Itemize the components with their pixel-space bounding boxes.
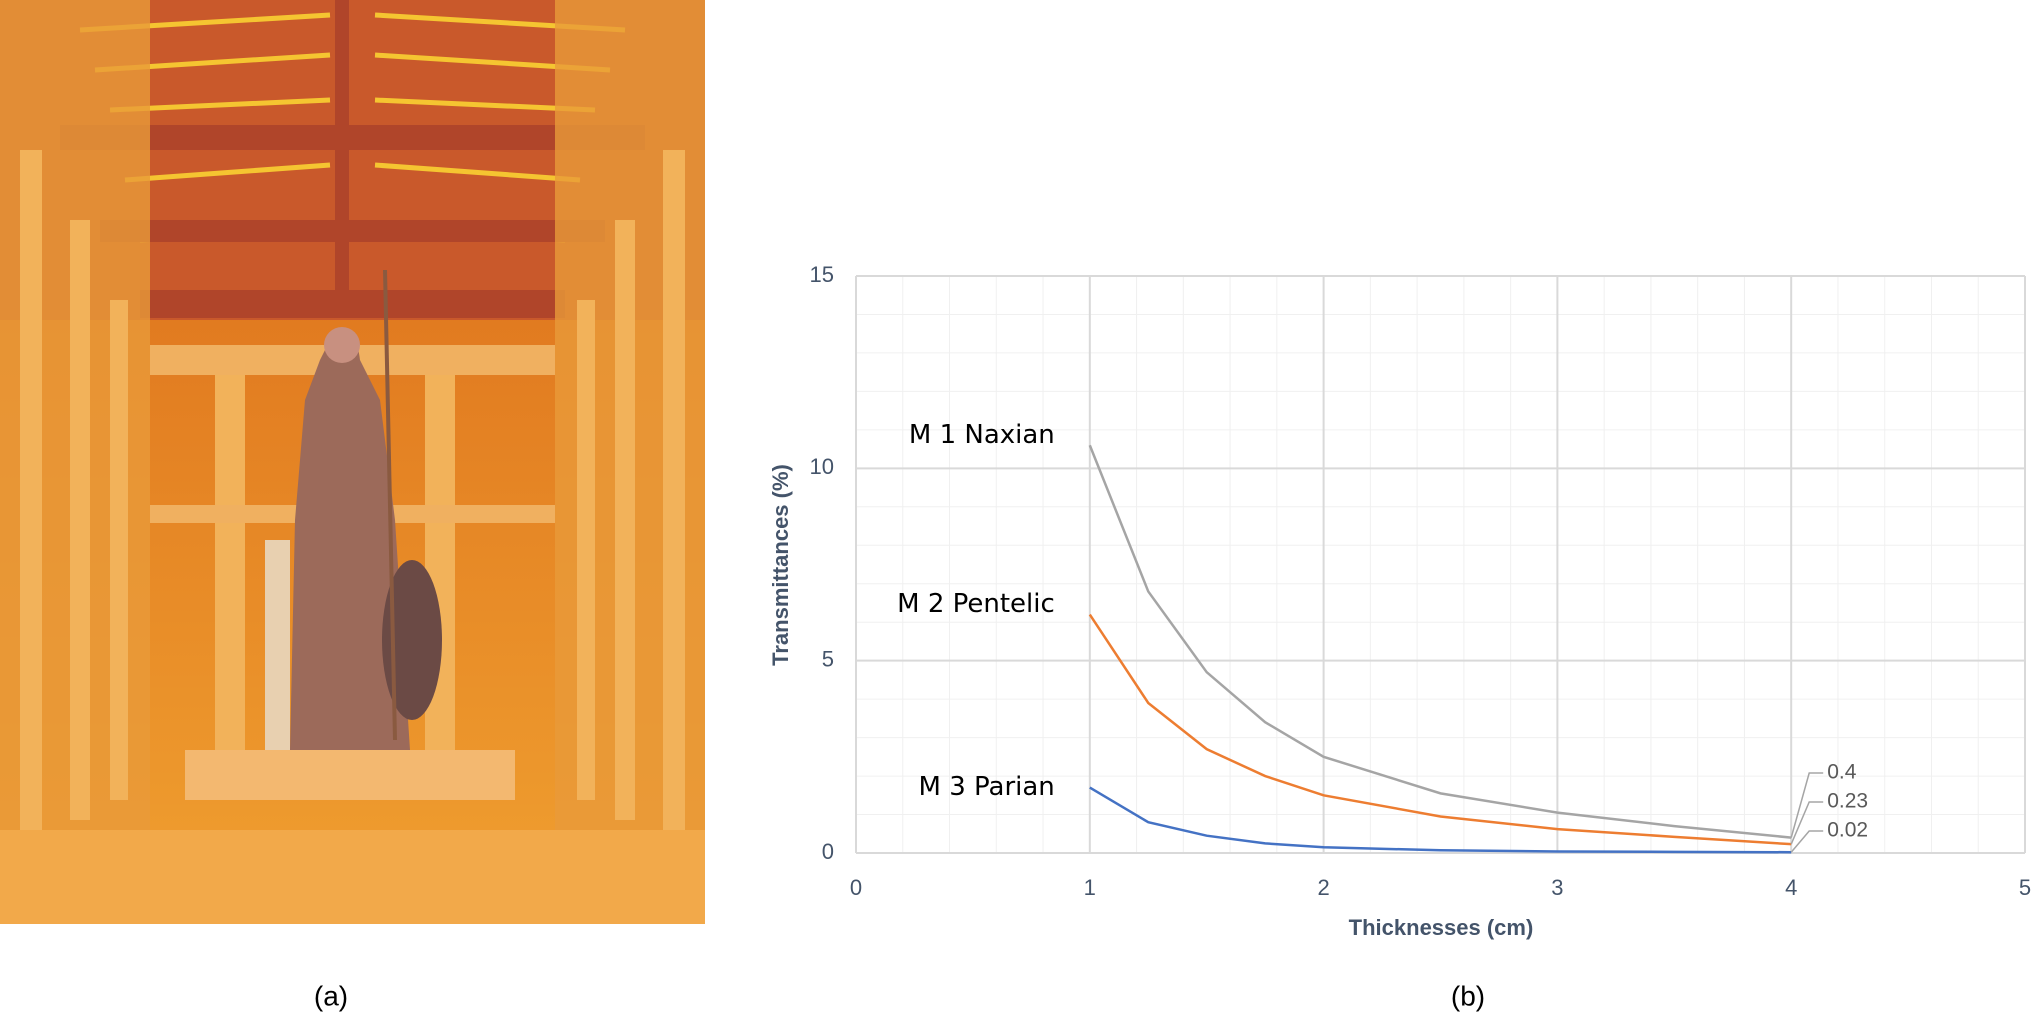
x-tick-label: 2 [1317, 875, 1329, 900]
photo [0, 0, 705, 924]
x-tick-label: 3 [1551, 875, 1563, 900]
series-label: M 2 Pentelic [897, 589, 1055, 619]
leader-line [1790, 830, 1824, 853]
data-label: 0.4 [1827, 761, 1857, 784]
line-series [1088, 444, 1792, 839]
data-label: 0.02 [1827, 819, 1868, 842]
y-tick-label: 10 [810, 454, 834, 479]
series-label: M 1 Naxian [909, 420, 1055, 450]
leader-line [1790, 772, 1824, 838]
caption: (b) [1451, 980, 1485, 1011]
y-tick-label: 5 [822, 646, 834, 671]
x-tick-label: 1 [1084, 875, 1096, 900]
line-series [1089, 786, 1792, 854]
data-label: 0.23 [1827, 790, 1868, 813]
y-tick-label: 15 [810, 262, 834, 287]
y-axis-title: Transmittances (%) [768, 464, 793, 666]
y-tick-label: 0 [822, 839, 834, 864]
line-series [1088, 613, 1792, 846]
x-tick-label: 0 [850, 875, 862, 900]
x-tick-label: 4 [1785, 875, 1797, 900]
x-axis-title: Thicknesses (cm) [1349, 915, 1534, 940]
leader-line [1790, 801, 1824, 845]
series-label: M 3 Parian [919, 772, 1055, 802]
x-tick-label: 5 [2019, 875, 2031, 900]
caption: (a) [314, 980, 348, 1011]
